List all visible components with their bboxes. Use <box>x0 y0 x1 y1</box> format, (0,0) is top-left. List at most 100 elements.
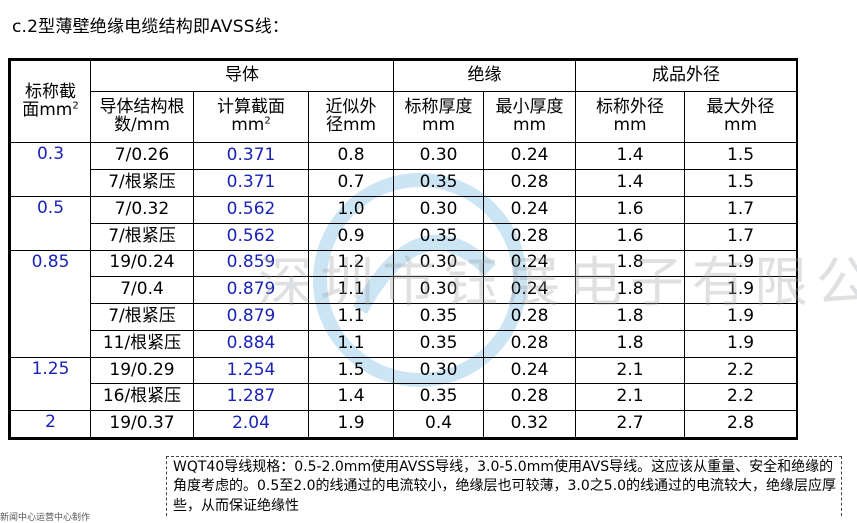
cell-approx-diameter: 1.4 <box>307 383 395 412</box>
cell-nominal-area: 0.85 <box>10 249 91 358</box>
cell-min-thickness: 0.24 <box>483 356 577 385</box>
cell-nominal-od: 1.4 <box>575 169 686 197</box>
header-min-thickness: 最小厚度 mm <box>483 90 577 144</box>
header-nominal-area: 标称截 面mm2 <box>10 59 91 144</box>
cell-nominal-thickness: 0.4 <box>393 410 485 438</box>
cell-nominal-od: 2.1 <box>575 356 686 385</box>
cell-nominal-thickness: 0.30 <box>393 142 485 171</box>
cell-approx-diameter: 0.7 <box>307 169 395 197</box>
table-row: 16/根紧压 1.287 1.4 0.35 0.28 2.1 2.2 <box>11 383 798 412</box>
table-row: 0.3 7/0.26 0.371 0.8 0.30 0.24 1.4 1.5 <box>10 142 798 197</box>
cell-calc-area: 1.254 <box>193 356 309 385</box>
cell-calc-area: 0.562 <box>193 195 309 224</box>
cell-structure: 7/根紧压 <box>90 222 194 251</box>
cell-calc-area: 1.287 <box>193 383 309 412</box>
cell-min-thickness: 0.24 <box>483 142 577 171</box>
cell-approx-diameter: 1.1 <box>307 329 395 358</box>
cell-min-thickness: 0.28 <box>483 303 577 331</box>
footer-text: 新闻中心运营中心制作 <box>0 513 91 523</box>
header-approx-diameter: 近似外 径mm <box>307 90 395 144</box>
cell-nominal-area: 2 <box>10 410 91 438</box>
cell-nominal-od: 1.4 <box>575 142 686 171</box>
header-calculated-area: 计算截面 mm2 <box>193 90 309 144</box>
cell-approx-diameter: 1.5 <box>307 356 395 385</box>
cell-approx-diameter: 1.2 <box>307 249 395 278</box>
cell-max-od: 1.5 <box>684 142 798 171</box>
header-nominal-od: 标称外径 mm <box>575 90 686 144</box>
cell-nominal-od: 1.6 <box>575 222 686 251</box>
spec-table: 标称截 面mm2 导体 绝缘 成品外径 导体结构根 数/mm 计算截面 mm2 近似… <box>10 59 798 438</box>
cell-max-od: 1.5 <box>684 169 798 197</box>
cell-nominal-thickness: 0.35 <box>393 222 485 251</box>
cell-structure: 19/0.24 <box>90 249 194 278</box>
note-text: WQT40导线规格：0.5-2.0mm使用AVSS导线，3.0-5.0mm使用A… <box>166 456 842 516</box>
cell-min-thickness: 0.28 <box>483 222 577 251</box>
cell-calc-area: 0.879 <box>193 276 309 305</box>
header-max-od: 最大外径 mm <box>684 90 798 144</box>
table-row: 7/根紧压 0.371 0.7 0.35 0.28 1.4 1.5 <box>11 169 798 197</box>
cell-min-thickness: 0.28 <box>483 329 577 358</box>
cell-nominal-thickness: 0.30 <box>393 249 485 278</box>
cell-max-od: 2.2 <box>684 356 798 385</box>
cell-max-od: 2.2 <box>684 383 798 412</box>
cell-nominal-od: 1.8 <box>575 303 686 331</box>
cell-max-od: 1.9 <box>684 276 798 305</box>
cell-max-od: 1.7 <box>684 195 798 224</box>
cell-nominal-area: 0.3 <box>10 142 91 197</box>
cell-structure: 19/0.37 <box>90 410 194 438</box>
cell-calc-area: 0.859 <box>193 249 309 278</box>
cell-structure: 19/0.29 <box>90 356 194 385</box>
table-row: 0.5 7/0.32 0.562 1.0 0.30 0.24 1.6 1.7 <box>10 195 798 251</box>
cell-nominal-thickness: 0.30 <box>393 276 485 305</box>
cell-nominal-thickness: 0.30 <box>393 195 485 224</box>
cell-structure: 7/0.26 <box>90 142 194 171</box>
cell-approx-diameter: 1.9 <box>307 410 395 438</box>
cell-calc-area: 0.371 <box>193 142 309 171</box>
cell-nominal-od: 1.8 <box>575 329 686 358</box>
cell-nominal-od: 2.7 <box>575 410 686 438</box>
cell-nominal-od: 1.8 <box>575 276 686 305</box>
cell-approx-diameter: 1.0 <box>307 195 395 224</box>
cell-min-thickness: 0.32 <box>483 410 577 438</box>
cell-nominal-thickness: 0.30 <box>393 356 485 385</box>
cell-calc-area: 0.562 <box>193 222 309 251</box>
cell-nominal-od: 1.8 <box>575 249 686 278</box>
table-row: 2 19/0.37 2.04 1.9 0.4 0.32 2.7 2.8 <box>10 410 798 438</box>
header-outer-diameter: 成品外径 <box>575 60 798 92</box>
cell-calc-area: 2.04 <box>193 410 309 438</box>
cell-structure: 7/根紧压 <box>90 169 194 197</box>
table-row: 0.85 19/0.24 0.859 1.2 0.30 0.24 1.8 1.9 <box>10 249 798 358</box>
cell-min-thickness: 0.28 <box>483 383 577 412</box>
cell-structure: 16/根紧压 <box>90 383 194 412</box>
cell-nominal-od: 2.1 <box>575 383 686 412</box>
cell-structure: 7/根紧压 <box>90 303 194 331</box>
cell-max-od: 1.9 <box>684 303 798 331</box>
cell-nominal-od: 1.6 <box>575 195 686 224</box>
header-conductor-structure: 导体结构根 数/mm <box>90 90 194 144</box>
cell-nominal-thickness: 0.35 <box>393 329 485 358</box>
cell-nominal-thickness: 0.35 <box>393 383 485 412</box>
cell-structure: 11/根紧压 <box>90 329 194 358</box>
header-insulation: 绝缘 <box>393 60 577 92</box>
cell-approx-diameter: 1.1 <box>307 303 395 331</box>
spec-table-frame: 标称截 面mm2 导体 绝缘 成品外径 导体结构根 数/mm 计算截面 mm2 近似… <box>8 58 798 440</box>
cell-calc-area: 0.371 <box>193 169 309 197</box>
cell-max-od: 2.8 <box>684 410 798 438</box>
cell-approx-diameter: 0.8 <box>307 142 395 171</box>
header-nominal-thickness: 标称厚度 mm <box>393 90 485 144</box>
table-row: 7/根紧压 0.879 1.1 0.35 0.28 1.8 1.9 <box>11 303 798 331</box>
cell-max-od: 1.7 <box>684 222 798 251</box>
cell-nominal-area: 1.25 <box>10 356 91 412</box>
cell-max-od: 1.9 <box>684 329 798 358</box>
cell-calc-area: 0.884 <box>193 329 309 358</box>
cell-nominal-thickness: 0.35 <box>393 303 485 331</box>
cell-min-thickness: 0.28 <box>483 169 577 197</box>
cell-min-thickness: 0.24 <box>483 249 577 278</box>
cell-nominal-thickness: 0.35 <box>393 169 485 197</box>
table-row: 11/根紧压 0.884 1.1 0.35 0.28 1.8 1.9 <box>11 329 798 358</box>
cell-nominal-area: 0.5 <box>10 195 91 251</box>
table-row: 1.25 19/0.29 1.254 1.5 0.30 0.24 2.1 2.2 <box>10 356 798 412</box>
cell-structure: 7/0.4 <box>90 276 194 305</box>
table-row: 7/根紧压 0.562 0.9 0.35 0.28 1.6 1.7 <box>11 222 798 251</box>
cell-calc-area: 0.879 <box>193 303 309 331</box>
